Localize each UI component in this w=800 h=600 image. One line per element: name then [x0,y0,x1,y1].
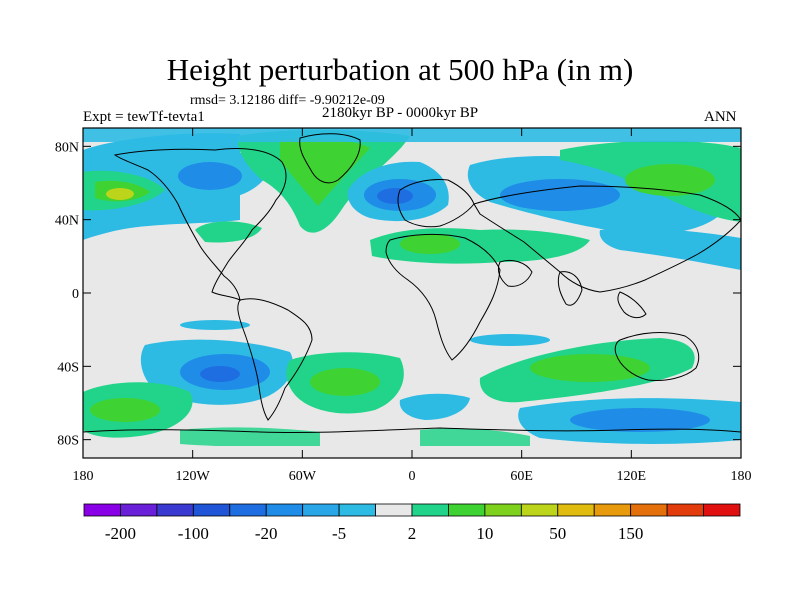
nh-asia-green-core [625,164,715,196]
nh-canada-blue-core [178,162,242,190]
colorbar-label: 2 [408,524,417,543]
coast-arabia [497,259,533,287]
colorbar-label: -20 [255,524,278,543]
colorbar-swatch [448,503,486,517]
lat-tick-label: 40N [55,214,79,229]
coast-asia [473,185,741,293]
colorbar-swatch [83,503,121,517]
coast-greenland [299,133,361,184]
colorbar-swatch [484,503,522,517]
nh-band-us-green [195,221,262,243]
sh-antarctic-teal-east [420,428,530,451]
coastlines [83,133,741,434]
sh-indian-core [530,354,650,382]
colorbar-labels: -200 -100 -20 -5 2 10 50 150 [105,524,644,543]
colorbar-label: -100 [178,524,209,543]
lon-tick-label: 60E [510,469,533,484]
coast-europe [397,179,475,228]
nh-siberia-blue-core [500,179,620,211]
coast-southeast-asia [617,291,647,319]
coast-north-america [113,148,287,301]
colorbar-label: -200 [105,524,136,543]
sh-south-atlantic-core [310,368,380,396]
colorbar-swatch [156,503,194,517]
colorbar-label: 150 [618,524,644,543]
lat-tick-label: 80S [57,434,79,449]
coast-africa [385,233,501,361]
sh-indian-blue-core [570,408,710,432]
axis-tick-marks [82,128,742,458]
tropical-atlantic-blue [470,334,550,346]
lat-tick-label: 0 [72,287,79,302]
lon-tick-label: 0 [409,469,416,484]
sh-west-pacific-core [90,398,160,422]
coast-antarctica [83,427,741,434]
colorbar-label: 10 [476,524,493,543]
colorbar-swatch [229,503,267,517]
colorbar-swatch [192,503,231,517]
colorbar-swatch [593,503,632,517]
lon-tick-label: 180 [73,469,94,484]
experiment-label: Expt = tewTf-tevta1 [83,109,205,125]
colorbar-swatch [703,503,741,517]
lon-tick-label: 120W [176,469,211,484]
axis-tick-labels: 80N 40N 0 40S 80S 180 120W 60W 0 60E 120E 180 [55,140,752,484]
colorbar-swatch [120,503,158,517]
coast-australia [614,332,700,381]
colorbar-label: -5 [332,524,346,543]
nh-north-africa-green [400,234,460,254]
sh-band-drake-blue [399,393,470,420]
nh-atlantic-deep-core [377,188,413,204]
colorbar-swatch [302,503,340,517]
rmsd-diff-text: rmsd= 3.12186 diff= -9.90212e-09 [190,93,385,108]
colorbar-swatch [520,503,559,517]
colorbar-swatch [411,503,449,517]
nh-north-pacific-blue [599,228,741,270]
sh-south-pacific-deep [200,366,240,382]
tropical-pacific-blue [180,320,250,330]
coast-south-america [237,298,313,421]
lat-tick-label: 80N [55,140,79,155]
lat-tick-label: 40S [57,360,79,375]
lon-tick-label: 60W [289,469,317,484]
colorbar [83,503,741,517]
colorbar-swatch [338,503,376,517]
period-label: 2180kyr BP - 0000kyr BP [322,105,479,121]
colorbar-label: 50 [549,524,566,543]
colorbar-swatch [630,503,668,517]
colorbar-swatch [265,503,304,517]
season-label: ANN [704,109,737,125]
colorbar-swatch [666,503,704,517]
coast-india [557,271,583,306]
colorbar-swatch [557,503,595,517]
nh-pacific-maximum [106,188,134,200]
colorbar-swatch [375,503,413,517]
lon-tick-label: 180 [731,469,752,484]
map-title: Height perturbation at 500 hPa (in m) [166,52,634,87]
lon-tick-label: 120E [617,469,647,484]
